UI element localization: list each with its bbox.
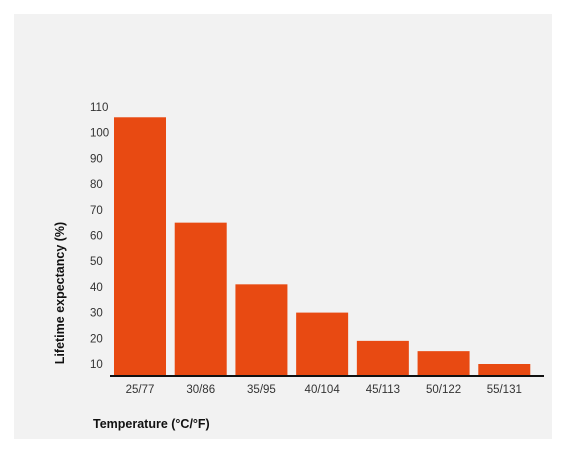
y-tick-label: 30 <box>90 308 103 320</box>
y-tick-label: 110 <box>90 102 108 114</box>
y-tick-label: 20 <box>90 333 103 345</box>
x-tick-label: 45/113 <box>366 384 400 396</box>
y-tick-label: 60 <box>90 231 103 243</box>
x-tick-label: 55/131 <box>487 384 522 396</box>
y-tick-label: 70 <box>90 205 103 217</box>
bar-25-77 <box>114 117 166 376</box>
bar-45-113 <box>356 340 409 376</box>
x-tick-label: 50/122 <box>426 384 461 396</box>
y-axis-title: Lifetime expectancy (%) <box>53 222 67 364</box>
bar-50-122 <box>417 351 470 376</box>
bar-30-86 <box>174 222 227 376</box>
y-axis-ticks: 10 20 30 40 50 60 70 80 90 100 110 <box>90 102 109 371</box>
bars <box>114 117 531 376</box>
y-tick-label: 80 <box>90 179 103 191</box>
x-tick-label: 30/86 <box>186 384 215 396</box>
x-tick-label: 40/104 <box>305 384 341 396</box>
x-tick-label: 35/95 <box>247 384 276 396</box>
y-tick-label: 10 <box>90 359 103 371</box>
y-tick-label: 40 <box>90 282 103 294</box>
bar-35-95 <box>235 284 288 376</box>
bar-40-104 <box>296 312 349 376</box>
y-tick-label: 100 <box>90 128 109 140</box>
y-tick-label: 50 <box>90 256 103 268</box>
bar-55-131 <box>478 364 531 376</box>
x-tick-label: 25/77 <box>126 384 155 396</box>
y-tick-label: 90 <box>90 153 103 165</box>
x-axis-title: Temperature (°C/°F) <box>93 417 210 431</box>
x-axis-ticks: 25/77 30/86 35/95 40/104 45/113 50/122 55/131 <box>126 384 522 396</box>
